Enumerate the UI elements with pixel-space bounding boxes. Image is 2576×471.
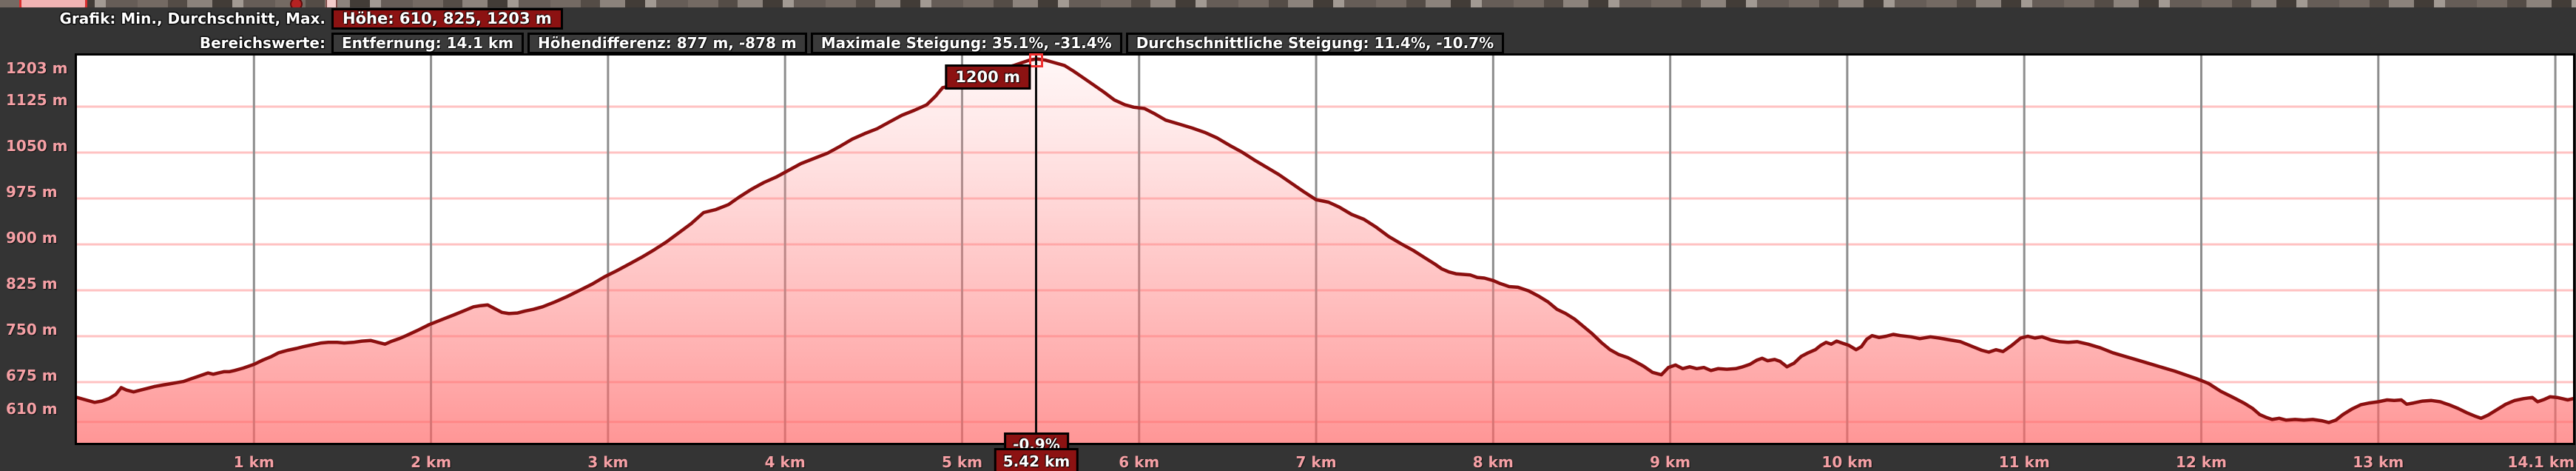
x-tick-label: 9 km <box>1650 453 1691 471</box>
y-tick-label: 750 m <box>6 320 58 338</box>
y-tick-label: 1125 m <box>6 90 68 109</box>
range-values-label: Bereichswerte: <box>199 34 326 52</box>
x-tick-label: 4 km <box>764 453 806 471</box>
x-tick-label: 10 km <box>1821 453 1873 471</box>
x-tick-label: 11 km <box>1998 453 2050 471</box>
map-preview-strip <box>0 0 2576 7</box>
x-tick-label: 12 km <box>2176 453 2227 471</box>
x-tick-label: 1 km <box>233 453 274 471</box>
x-tick-label: 8 km <box>1472 453 1514 471</box>
elevation-area-fill <box>77 59 2573 443</box>
y-tick-label: 1203 m <box>6 59 68 77</box>
x-tick-label: 2 km <box>411 453 452 471</box>
y-tick-label: 610 m <box>6 400 58 418</box>
x-tick-label: 5 km <box>941 453 982 471</box>
elevation-curve <box>77 57 2573 424</box>
range-stat-box-2: Maximale Steigung: 35.1%, -31.4% <box>810 33 1122 54</box>
y-tick-label: 975 m <box>6 182 58 201</box>
y-tick-label: 675 m <box>6 367 58 384</box>
elevation-stats-badge: Höhe: 610, 825, 1203 m <box>331 8 563 30</box>
graph-mode-label: Grafik: Min., Durchschnitt, Max. <box>59 10 326 27</box>
x-tick-label: 3 km <box>587 453 629 471</box>
map-node-icon <box>326 0 337 7</box>
range-stat-box-1: Höhendifferenz: 877 m, -878 m <box>527 33 807 54</box>
cursor-line[interactable] <box>1035 56 1038 450</box>
cursor-elevation-tooltip: 1200 m <box>945 64 1031 90</box>
map-waypoint-icon <box>290 0 303 7</box>
cursor-distance-badge: 5.42 km <box>994 448 1079 471</box>
elevation-plot-area[interactable] <box>75 53 2575 445</box>
range-stat-box-0: Entfernung: 14.1 km <box>331 33 525 54</box>
elevation-chart[interactable] <box>77 56 2573 443</box>
map-marker-box-icon <box>19 0 87 7</box>
x-tick-label: 6 km <box>1119 453 1160 471</box>
range-stat-box-3: Durchschnittliche Steigung: 11.4%, -10.7… <box>1125 33 1505 54</box>
y-tick-label: 825 m <box>6 274 58 293</box>
range-stats-row: Entfernung: 14.1 km Höhendifferenz: 877 m… <box>331 33 1505 54</box>
x-tick-label: 14.1 km <box>2507 453 2575 471</box>
x-tick-label: 7 km <box>1295 453 1337 471</box>
x-tick-label: 13 km <box>2353 453 2404 471</box>
y-tick-label: 900 m <box>6 228 58 247</box>
cursor-point-marker[interactable] <box>1029 53 1044 68</box>
y-tick-label: 1050 m <box>6 136 68 155</box>
